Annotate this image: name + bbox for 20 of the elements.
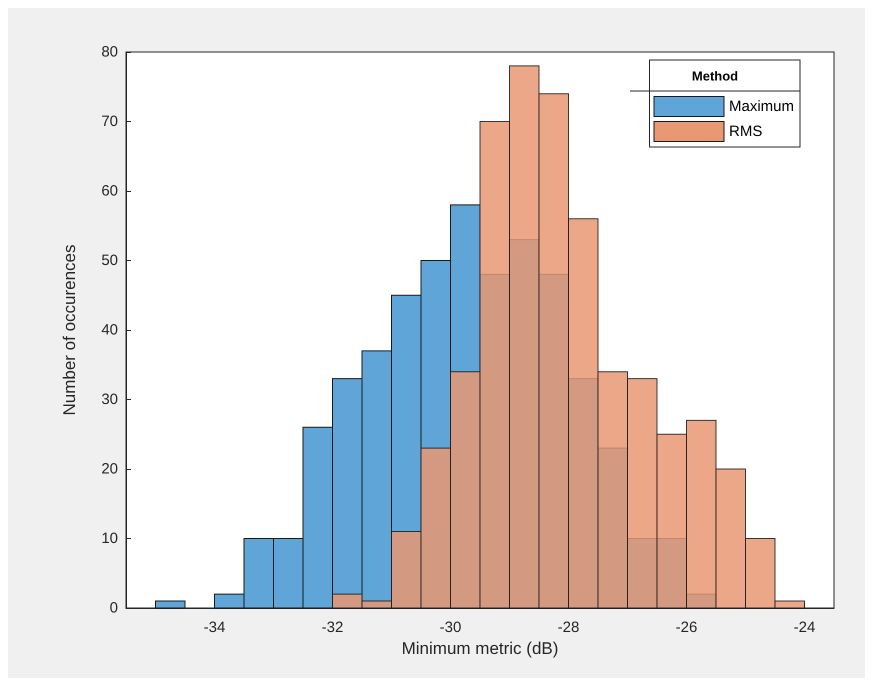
x-axis-title: Minimum metric (dB) [402,639,558,658]
y-tick-label: 40 [101,322,118,338]
x-tick-label: -34 [204,619,226,636]
x-tick-label: -26 [676,619,698,636]
y-tick-label: 10 [101,530,118,547]
legend-label: Maximum [729,98,794,115]
x-tick-label: -30 [440,619,462,636]
x-tick-label: -28 [558,619,580,636]
y-tick-label: 50 [101,252,118,269]
y-tick-label: 20 [101,460,118,478]
legend-label: RMS [729,123,762,140]
y-tick-label: 30 [101,391,118,408]
x-tick-label: -24 [794,619,816,636]
y-tick-label: 80 [101,44,118,60]
legend-title: Method [692,68,738,84]
y-tick-label: 60 [101,182,118,200]
y-axis-title: Number of occurences [60,244,79,416]
y-tick-label: 0 [110,600,118,616]
x-tick-label: -32 [322,619,344,636]
y-tick-label: 70 [101,113,118,130]
